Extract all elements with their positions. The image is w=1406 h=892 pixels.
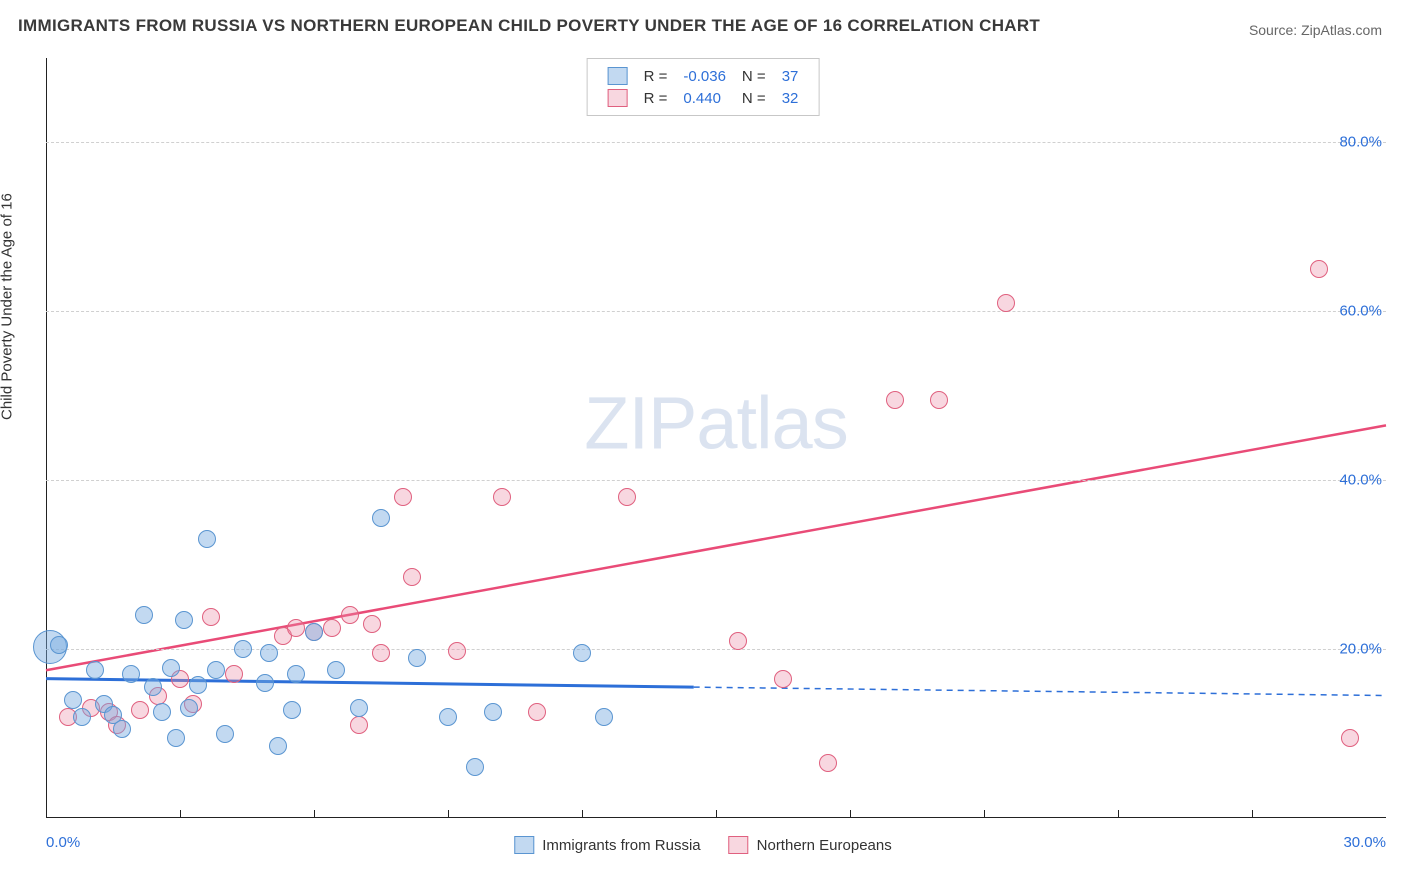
blue-point [234, 640, 252, 658]
blue-point [372, 509, 390, 527]
blue-point [86, 661, 104, 679]
swatch-blue-icon [608, 67, 628, 85]
pink-point [493, 488, 511, 506]
regression-line [694, 687, 1386, 695]
y-tick-label: 60.0% [1339, 303, 1382, 320]
blue-point [305, 623, 323, 641]
x-tick [448, 810, 449, 818]
y-tick-label: 40.0% [1339, 472, 1382, 489]
pink-point [372, 644, 390, 662]
x-tick [314, 810, 315, 818]
pink-point [202, 608, 220, 626]
blue-point [50, 636, 68, 654]
blue-point [180, 699, 198, 717]
regression-line [46, 425, 1386, 670]
pink-point [341, 606, 359, 624]
n-label: N = [734, 87, 774, 109]
n-value: 37 [774, 65, 807, 87]
gridline [46, 480, 1386, 481]
y-axis-title: Child Poverty Under the Age of 16 [0, 193, 16, 420]
r-value: 0.440 [675, 87, 734, 109]
pink-point [131, 701, 149, 719]
source-label: Source: ZipAtlas.com [1249, 22, 1382, 38]
pink-point [394, 488, 412, 506]
blue-point [484, 703, 502, 721]
blue-point [113, 720, 131, 738]
blue-point [260, 644, 278, 662]
n-value: 32 [774, 87, 807, 109]
pink-point [729, 632, 747, 650]
pink-point [1341, 729, 1359, 747]
blue-point [73, 708, 91, 726]
x-tick [582, 810, 583, 818]
blue-point [256, 674, 274, 692]
pink-point [287, 619, 305, 637]
blue-point [408, 649, 426, 667]
gridline [46, 311, 1386, 312]
scatter-plot: ZIPatlas 20.0%40.0%60.0%80.0% [46, 58, 1386, 818]
blue-point [269, 737, 287, 755]
x-tick [1252, 810, 1253, 818]
pink-point [997, 294, 1015, 312]
pink-point [1310, 260, 1328, 278]
blue-point [350, 699, 368, 717]
r-label: R = [636, 65, 676, 87]
x-tick-label: 0.0% [46, 834, 80, 851]
pink-point [886, 391, 904, 409]
legend-row-blue: R = -0.036 N = 37 [600, 65, 807, 87]
blue-point [144, 678, 162, 696]
n-label: N = [734, 65, 774, 87]
x-axis-labels: 0.0% 30.0% [46, 828, 1386, 858]
pink-point [323, 619, 341, 637]
blue-point [283, 701, 301, 719]
blue-point [595, 708, 613, 726]
blue-point [153, 703, 171, 721]
pink-point [448, 642, 466, 660]
x-tick [1118, 810, 1119, 818]
blue-point [466, 758, 484, 776]
pink-point [350, 716, 368, 734]
blue-point [175, 611, 193, 629]
blue-point [189, 676, 207, 694]
pink-point [618, 488, 636, 506]
y-tick-label: 80.0% [1339, 134, 1382, 151]
blue-point [573, 644, 591, 662]
blue-point [207, 661, 225, 679]
pink-point [225, 665, 243, 683]
blue-point [216, 725, 234, 743]
x-tick [850, 810, 851, 818]
x-tick [180, 810, 181, 818]
pink-point [363, 615, 381, 633]
x-tick [716, 810, 717, 818]
legend-row-pink: R = 0.440 N = 32 [600, 87, 807, 109]
chart-title: IMMIGRANTS FROM RUSSIA VS NORTHERN EUROP… [18, 16, 1040, 36]
pink-point [819, 754, 837, 772]
blue-point [327, 661, 345, 679]
blue-point [64, 691, 82, 709]
blue-point [439, 708, 457, 726]
pink-point [403, 568, 421, 586]
x-tick [984, 810, 985, 818]
blue-point [162, 659, 180, 677]
blue-point [167, 729, 185, 747]
x-tick-label: 30.0% [1343, 834, 1386, 851]
blue-point [122, 665, 140, 683]
regression-line [46, 679, 694, 687]
blue-point [198, 530, 216, 548]
y-tick-label: 20.0% [1339, 641, 1382, 658]
regression-lines-svg [46, 58, 1386, 818]
legend-stats-box: R = -0.036 N = 37 R = 0.440 N = 32 [587, 58, 820, 116]
pink-point [528, 703, 546, 721]
swatch-pink-icon [608, 89, 628, 107]
blue-point [287, 665, 305, 683]
blue-point [135, 606, 153, 624]
pink-point [930, 391, 948, 409]
r-value: -0.036 [675, 65, 734, 87]
pink-point [774, 670, 792, 688]
r-label: R = [636, 87, 676, 109]
gridline [46, 142, 1386, 143]
